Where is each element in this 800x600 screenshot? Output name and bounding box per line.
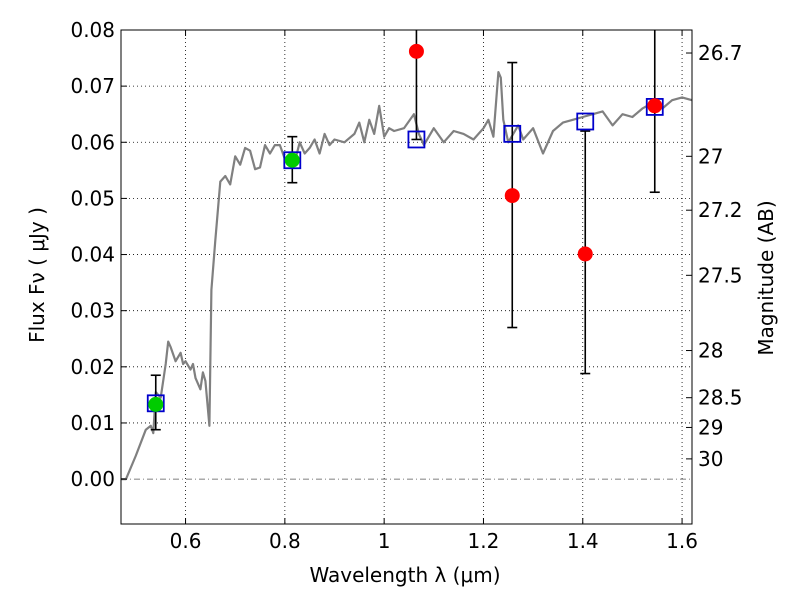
model-photometry-square — [503, 124, 522, 143]
observed-flux-point — [577, 246, 593, 262]
y-axis-label: Flux Fν ( μJy ) — [25, 207, 49, 343]
y-tick-label: 0.07 — [70, 74, 115, 98]
model-photometry-square — [576, 112, 595, 131]
mag-tick-label: 28 — [698, 339, 723, 363]
y-tick-label: 0.02 — [70, 355, 115, 379]
model-photometry-square — [407, 130, 426, 149]
photometry-markers — [146, 43, 664, 413]
x-tick-label: 0.6 — [170, 529, 202, 553]
y-tick-label: 0.03 — [70, 299, 115, 323]
y-tick-label: 0.00 — [70, 467, 115, 491]
x-tick-label: 0.8 — [269, 529, 301, 553]
mag-tick-label: 27.2 — [698, 198, 743, 222]
mag-tick-label: 28.5 — [698, 386, 743, 410]
observed-flux-point — [647, 98, 663, 114]
ticks: 0.6 0.8 1 1.2 1.4 1.6 0.00 0.01 0.02 0.03 0.04 0.05… — [70, 18, 742, 553]
magnitude-axis-label: Magnitude (AB) — [754, 200, 778, 355]
observed-flux-point — [408, 43, 424, 59]
x-axis-label: Wavelength λ (μm) — [309, 563, 500, 587]
observed-flux-point — [148, 396, 164, 412]
mag-tick-label: 27 — [698, 144, 723, 168]
plot-frame — [120, 29, 693, 525]
observed-flux-point — [284, 152, 300, 168]
x-tick-label: 1.6 — [666, 529, 698, 553]
observed-flux-point — [504, 188, 520, 204]
y-tick-label: 0.01 — [70, 411, 115, 435]
grid — [121, 29, 692, 524]
x-tick-label: 1 — [378, 529, 391, 553]
mag-tick-label: 27.5 — [698, 263, 743, 287]
model-photometry-square — [283, 151, 302, 170]
x-tick-label: 1.2 — [468, 529, 500, 553]
sed-model-curve — [121, 70, 693, 481]
mag-tick-label: 26.7 — [698, 41, 743, 65]
y-tick-label: 0.06 — [70, 130, 115, 154]
y-tick-label: 0.04 — [70, 243, 115, 267]
mag-tick-label: 30 — [698, 447, 723, 471]
mag-tick-label: 29 — [698, 415, 723, 439]
x-tick-label: 1.4 — [567, 529, 599, 553]
y-tick-label: 0.08 — [70, 18, 115, 42]
y-tick-label: 0.05 — [70, 186, 115, 210]
sed-model-curve-group — [121, 70, 693, 481]
